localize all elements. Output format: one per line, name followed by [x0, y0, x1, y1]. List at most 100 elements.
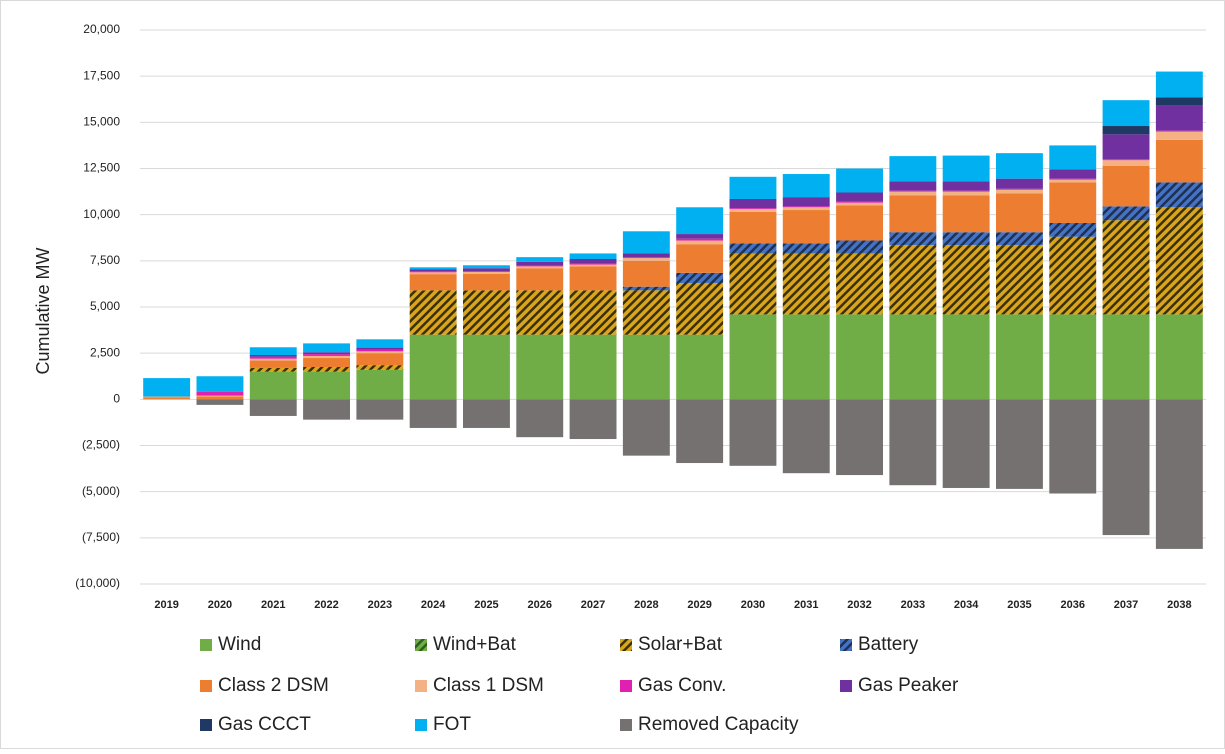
bar-segment: [622, 258, 670, 261]
bar-segment: [836, 192, 884, 202]
bar-segment: [676, 272, 724, 283]
bar-segment: [782, 197, 830, 207]
bar-segment: [836, 253, 884, 315]
bar-segment: [462, 273, 510, 291]
bar-segment: [462, 290, 510, 335]
bar-segment: [143, 378, 191, 397]
bar-segment: [995, 314, 1043, 400]
bar-segment: [622, 231, 670, 254]
bar-segment: [836, 201, 884, 203]
bar-segment: [1102, 399, 1150, 536]
y-tick-label: 17,500: [83, 68, 120, 82]
bar-segment: [942, 314, 990, 400]
bar-segment: [782, 253, 830, 315]
bar-segment: [143, 397, 191, 400]
bar-segment: [516, 257, 564, 262]
bar-segment: [409, 269, 457, 272]
bar-segment: [622, 257, 670, 259]
legend-swatch: [840, 639, 852, 651]
x-tick-label: 2025: [474, 599, 498, 611]
bar-segment: [676, 238, 724, 241]
bar-segment: [1049, 145, 1097, 170]
bar-segment: [836, 240, 884, 254]
bar-segment: [1155, 399, 1203, 549]
bar-segment: [409, 334, 457, 400]
legend-label: Solar+Bat: [638, 634, 723, 655]
bar-segment: [1049, 179, 1097, 183]
bar-segment: [836, 399, 884, 476]
bar-segment: [249, 371, 297, 400]
bar-segment: [303, 354, 351, 356]
bar-segment: [942, 190, 990, 192]
bar-segment: [622, 399, 670, 456]
bar-segment: [1049, 236, 1097, 315]
bar-segment: [409, 290, 457, 335]
bar-segment: [249, 358, 297, 361]
bar-segment: [1102, 159, 1150, 161]
bar-segment: [196, 399, 244, 405]
bar-segment: [889, 232, 937, 246]
bar-segment: [303, 399, 351, 420]
y-tick-label: 12,500: [83, 161, 120, 175]
bar-segment: [356, 349, 404, 352]
bar-segment: [782, 243, 830, 254]
bar-segment: [196, 391, 244, 396]
y-axis-label: Cumulative MW: [33, 247, 53, 374]
bar-segment: [729, 253, 777, 315]
bar-segment: [622, 253, 670, 258]
bar-segment: [1155, 71, 1203, 98]
legend-swatch: [415, 719, 427, 731]
bar-segment: [249, 367, 297, 372]
bar-segment: [995, 399, 1043, 489]
legend-label: Wind+Bat: [433, 634, 517, 655]
bar-segment: [836, 202, 884, 206]
x-tick-label: 2023: [368, 599, 392, 611]
y-tick-label: (7,500): [82, 530, 120, 544]
x-tick-label: 2032: [847, 599, 871, 611]
legend-swatch: [415, 680, 427, 692]
bar-segment: [729, 243, 777, 254]
bar-segment: [676, 282, 724, 335]
bar-segment: [303, 343, 351, 353]
bar-segment: [729, 314, 777, 400]
bar-segment: [462, 265, 510, 269]
legend-label: Class 2 DSM: [218, 675, 329, 696]
bar-segment: [676, 244, 724, 273]
bar-segment: [462, 270, 510, 272]
bar-segment: [942, 232, 990, 246]
x-tick-label: 2037: [1114, 599, 1138, 611]
bar-segment: [889, 399, 937, 486]
bar-segment: [196, 396, 244, 400]
bar-segment: [782, 174, 830, 198]
bar-segment: [889, 191, 937, 196]
y-tick-label: (10,000): [75, 576, 120, 590]
bar-segment: [836, 168, 884, 193]
bar-segment: [143, 396, 191, 398]
bar-segment: [622, 286, 670, 291]
x-tick-label: 2020: [208, 599, 232, 611]
bar-segment: [569, 264, 617, 267]
bar-segment: [729, 399, 777, 466]
legend-swatch: [200, 639, 212, 651]
bar-segment: [942, 191, 990, 196]
bar-segment: [942, 181, 990, 191]
bar-segment: [1102, 160, 1150, 166]
bar-segment: [995, 193, 1043, 233]
legend-label: Class 1 DSM: [433, 675, 544, 696]
bar-segment: [1155, 207, 1203, 315]
bar-segment: [409, 272, 457, 275]
bar-segment: [676, 334, 724, 400]
bar-segment: [1155, 182, 1203, 208]
legend-label: FOT: [433, 714, 471, 735]
bar-segment: [942, 155, 990, 182]
bar-segment: [249, 347, 297, 356]
bar-segment: [1155, 105, 1203, 131]
bar-segment: [889, 190, 937, 192]
y-tick-label: 0: [113, 392, 120, 406]
bar-segment: [516, 266, 564, 269]
bar-segment: [622, 290, 670, 335]
bar-segment: [1049, 222, 1097, 237]
bar-segment: [569, 266, 617, 291]
bar-segment: [356, 365, 404, 370]
x-tick-label: 2028: [634, 599, 658, 611]
